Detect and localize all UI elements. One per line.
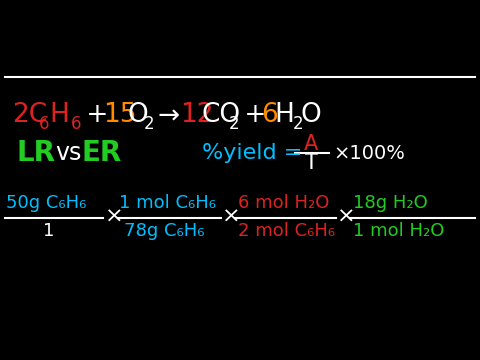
Text: ×: × [337,207,356,227]
Text: O: O [301,102,322,128]
Text: CO: CO [202,102,241,128]
Text: ×: × [105,207,123,227]
Text: 1 mol H₂O: 1 mol H₂O [353,222,444,240]
Text: 15: 15 [103,102,137,128]
Text: vs: vs [55,141,82,165]
Text: 1: 1 [43,222,55,240]
Text: 6 mol H₂O: 6 mol H₂O [238,194,329,212]
Text: 18g H₂O: 18g H₂O [353,194,428,212]
Text: ×100%: ×100% [334,144,406,163]
Text: LR: LR [17,139,56,167]
Text: 2: 2 [144,115,155,133]
Text: 2C: 2C [12,102,47,128]
Text: A: A [304,134,318,154]
Text: ×: × [222,207,241,227]
Text: 50g C₆H₆: 50g C₆H₆ [6,194,86,212]
Text: 12: 12 [180,102,214,128]
Text: H: H [49,102,69,128]
Text: 6: 6 [71,115,82,133]
Text: 6: 6 [261,102,277,128]
Text: T: T [305,153,317,173]
Text: 2: 2 [229,115,240,133]
Text: 2 mol C₆H₆: 2 mol C₆H₆ [238,222,335,240]
Text: 1 mol C₆H₆: 1 mol C₆H₆ [119,194,216,212]
Text: H: H [275,102,294,128]
Text: ER: ER [82,139,122,167]
Text: %yield =: %yield = [202,143,309,163]
Text: 78g C₆H₆: 78g C₆H₆ [124,222,204,240]
Text: 2: 2 [292,115,303,133]
Text: 6: 6 [39,115,50,133]
Text: +: + [236,102,275,128]
Text: +: + [78,102,117,128]
Text: →: → [157,104,180,130]
Text: O: O [127,102,148,128]
